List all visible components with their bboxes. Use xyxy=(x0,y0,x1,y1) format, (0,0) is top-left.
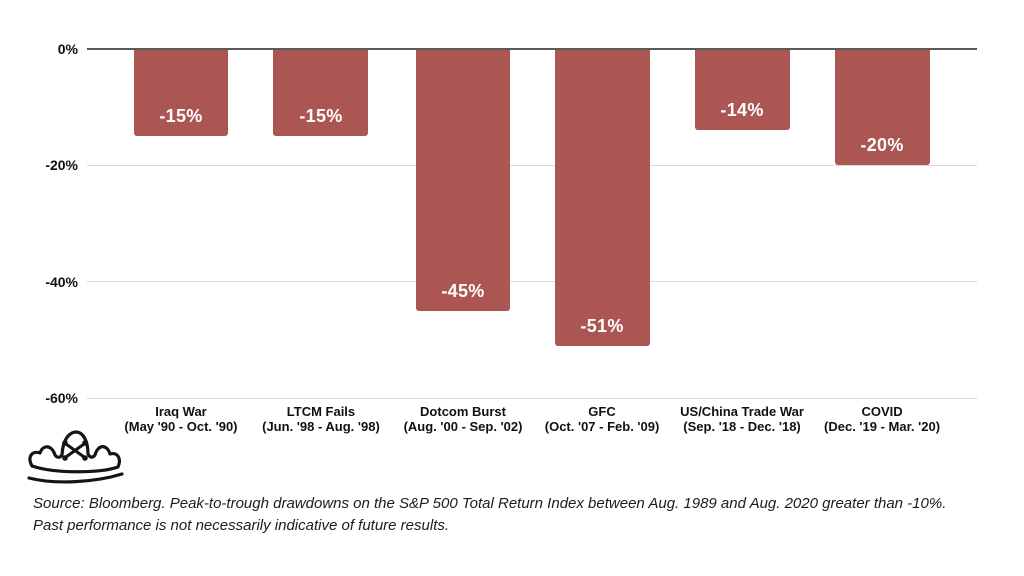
hat-brim-line xyxy=(27,472,124,484)
plot-area: 0% -20% -40% -60% -15% Iraq War (May '90 - Oct… xyxy=(45,41,977,434)
category-label-gfc: GFC (Oct. '07 - Feb. '09) xyxy=(514,404,690,434)
category-period: (Sep. '18 - Dec. '18) xyxy=(683,419,801,434)
bar-dotcom-burst: -45% xyxy=(415,49,511,311)
category-label-iraq-war: Iraq War (May '90 - Oct. '90) xyxy=(93,404,269,434)
category-label-dotcom-burst: Dotcom Burst (Aug. '00 - Sep. '02) xyxy=(375,404,551,434)
bar-value-label: -51% xyxy=(580,315,624,336)
bar-covid: -20% xyxy=(834,49,930,166)
category-period: (May '90 - Oct. '90) xyxy=(124,419,238,434)
source-line-1: Source: Bloomberg. Peak-to-trough drawdo… xyxy=(33,495,947,512)
bar-value-label: -15% xyxy=(299,106,343,127)
category-name: LTCM Fails xyxy=(286,404,356,419)
bar-value-label: -15% xyxy=(159,106,203,127)
category-name: GFC xyxy=(588,404,616,419)
y-tick-label: -40% xyxy=(45,273,78,290)
category-period: (Jun. '98 - Aug. '98) xyxy=(262,419,380,434)
bar-iraq-war: -15% xyxy=(133,49,229,137)
pirate-hat-logo xyxy=(27,430,124,484)
bar-ltcm-fails: -15% xyxy=(273,49,369,137)
category-period: (Aug. '00 - Sep. '02) xyxy=(403,419,523,434)
bar-value-label: -14% xyxy=(720,100,764,121)
crossbones-icon xyxy=(62,440,88,461)
category-label-us-china-trade-war: US/China Trade War (Sep. '18 - Dec. '18) xyxy=(654,404,830,434)
category-name: Iraq War xyxy=(155,404,207,419)
y-tick-label: -20% xyxy=(45,157,78,174)
bar-value-label: -20% xyxy=(860,135,904,156)
bar-gfc: -51% xyxy=(554,49,650,346)
bar-value-label: -45% xyxy=(441,280,485,301)
y-tick-label: -60% xyxy=(45,390,78,406)
category-name: US/China Trade War xyxy=(680,404,804,419)
y-gridline xyxy=(87,164,977,166)
category-name: COVID xyxy=(861,404,903,419)
category-name: Dotcom Burst xyxy=(420,404,506,419)
category-label-ltcm-fails: LTCM Fails (Jun. '98 - Aug. '98) xyxy=(233,404,409,434)
category-period: (Oct. '07 - Feb. '09) xyxy=(544,419,660,434)
source-line-2: Past performance is not necessarily indi… xyxy=(33,516,450,534)
y-gridline xyxy=(87,397,977,399)
x-axis-line xyxy=(87,48,977,50)
bar-us-china-trade-war: -14% xyxy=(694,49,790,131)
category-label-covid: COVID (Dec. '19 - Mar. '20) xyxy=(794,404,970,434)
y-tick-label: 0% xyxy=(57,41,78,57)
y-gridline xyxy=(87,281,977,283)
source-note: Source: Bloomberg. Peak-to-trough drawdo… xyxy=(33,493,998,536)
category-period: (Dec. '19 - Mar. '20) xyxy=(824,419,941,434)
